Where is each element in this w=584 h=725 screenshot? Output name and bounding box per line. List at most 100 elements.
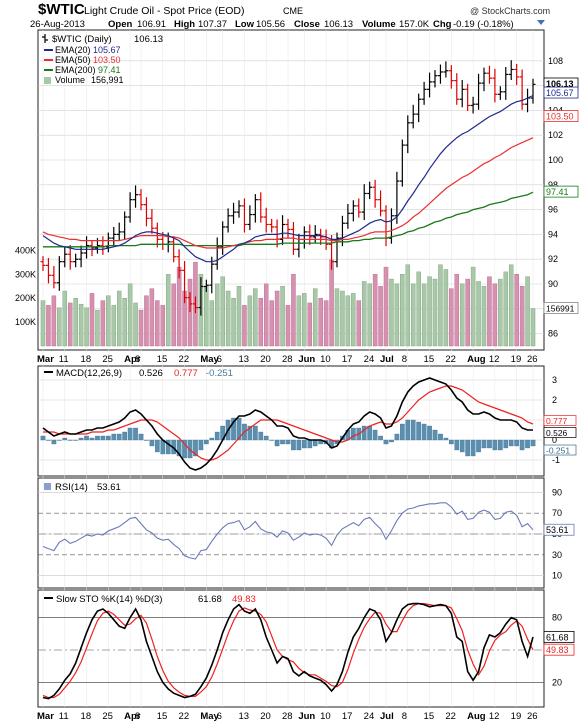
- price-value-badge: [543, 185, 579, 198]
- macd-histogram-bar: [487, 439, 492, 449]
- summary-date: 26-Aug-2013: [30, 19, 85, 30]
- macd-histogram-bar: [530, 439, 536, 447]
- legend-volume-swatch: [44, 77, 51, 84]
- volume-bar: [394, 283, 400, 347]
- volume-bar: [372, 274, 378, 347]
- sto-d-value: 49.83: [232, 594, 256, 605]
- volume-value-badge: [543, 302, 579, 314]
- sto-legend: Slow STO %K(14) %D(3) 61.68 49.83: [44, 594, 256, 605]
- macd-histogram-bar: [389, 439, 394, 443]
- legend-ema20-value: 105.67: [93, 45, 121, 55]
- volume-bar: [187, 278, 193, 347]
- volume-bar: [160, 305, 166, 347]
- price-x-label: 17: [342, 354, 353, 365]
- volume-bar: [416, 271, 421, 347]
- price-x-label: 25: [102, 354, 113, 365]
- macd-histogram-bar: [40, 435, 46, 441]
- volume-bar: [449, 288, 454, 347]
- volume-bar: [84, 307, 89, 347]
- macd-histogram-bar: [95, 435, 100, 441]
- volume-bar: [78, 303, 84, 347]
- legend-ema50-value: 103.50: [93, 55, 121, 65]
- price-x-label: May: [200, 354, 219, 365]
- volume-bar: [405, 264, 411, 347]
- volume-bar: [138, 309, 144, 347]
- sto-value-badge: [543, 643, 575, 656]
- volume-bar: [302, 293, 307, 347]
- macd-histogram-bar: [204, 439, 209, 445]
- macd-histogram-bar: [111, 433, 117, 441]
- volume-bar: [280, 286, 285, 347]
- volume-bar: [176, 266, 182, 347]
- summary-high: 107.37: [198, 19, 227, 30]
- macd-histogram-bar: [508, 439, 514, 447]
- volume-bar: [127, 283, 133, 347]
- macd-panel-frame: [37, 365, 545, 477]
- macd-histogram-bar: [454, 439, 460, 451]
- sto-tick-label: 80: [552, 613, 562, 623]
- sto-value-badge-text: 49.83: [546, 645, 569, 655]
- price-x-label: Aug: [467, 354, 486, 365]
- price-x-label: 10: [320, 354, 331, 365]
- rsi-value-badge-text: 53.61: [546, 525, 569, 535]
- volume-bar: [329, 259, 334, 347]
- volume-tick-label: 100K: [15, 317, 36, 327]
- macd-histogram-bar: [198, 439, 204, 451]
- macd-histogram-bar: [432, 429, 438, 441]
- macd-tick-label: 2: [552, 395, 557, 405]
- legend-ema200-swatch: [44, 69, 53, 71]
- volume-bar: [514, 274, 519, 347]
- macd-histogram-bar: [498, 439, 503, 451]
- macd-histogram-bar: [285, 439, 291, 445]
- price-x-label: 20: [260, 354, 271, 365]
- macd-histogram-bar: [525, 439, 530, 449]
- price-x-label: 13: [238, 354, 249, 365]
- volume-bar: [492, 283, 498, 347]
- macd-histogram-bar: [247, 425, 253, 441]
- macd-histogram-bar: [57, 439, 62, 441]
- price-value-badge-text: 103.50: [546, 112, 574, 122]
- dropdown-arrow-icon[interactable]: [537, 20, 545, 25]
- sto-x-label: 26: [527, 711, 538, 722]
- macd-histogram-bar: [400, 423, 405, 441]
- macd-histogram-bar: [193, 439, 198, 457]
- volume-bar: [57, 307, 62, 347]
- rsi-title: RSI(14): [55, 482, 88, 493]
- volume-bar: [171, 283, 176, 347]
- volume-bar: [367, 283, 372, 347]
- price-tick-label: 92: [548, 254, 558, 264]
- volume-bar: [225, 290, 231, 347]
- macd-histogram-bar: [514, 439, 519, 447]
- volume-bar: [133, 302, 138, 347]
- volume-bar: [269, 300, 274, 347]
- volume-bar: [427, 276, 432, 347]
- volume-bar: [89, 293, 95, 347]
- chart-exchange: CME: [283, 6, 303, 16]
- macd-histogram-bar: [46, 439, 51, 441]
- price-tick-label: 96: [548, 205, 558, 215]
- sto-x-label: Apr: [124, 711, 141, 722]
- macd-value: 0.526: [139, 368, 163, 379]
- volume-bar: [481, 286, 487, 347]
- ema200-line: [43, 191, 534, 248]
- volume-bar: [410, 283, 416, 347]
- summary-chg: -0.19 (-0.18%): [453, 19, 514, 30]
- macd-histogram-bar: [367, 425, 372, 441]
- sto-x-label: 22: [445, 711, 456, 722]
- price-legend-bar-icon: [42, 34, 48, 43]
- volume-bar: [95, 309, 100, 347]
- macd-histogram-bar: [106, 435, 111, 441]
- volume-bar: [525, 276, 530, 347]
- price-x-label: 22: [179, 354, 190, 365]
- volume-bar: [361, 281, 367, 347]
- volume-bar: [487, 276, 492, 347]
- volume-bar: [285, 305, 291, 347]
- macd-hist-value: -0.251: [206, 368, 233, 379]
- macd-histogram-bar: [296, 439, 302, 451]
- macd-histogram-bar: [67, 439, 73, 441]
- grid-layer: [38, 30, 544, 707]
- macd-tick-label: 0: [552, 435, 557, 445]
- ema50-line: [42, 137, 534, 249]
- volume-bar: [111, 305, 117, 347]
- rsi-legend: RSI(14) 53.61: [44, 482, 121, 493]
